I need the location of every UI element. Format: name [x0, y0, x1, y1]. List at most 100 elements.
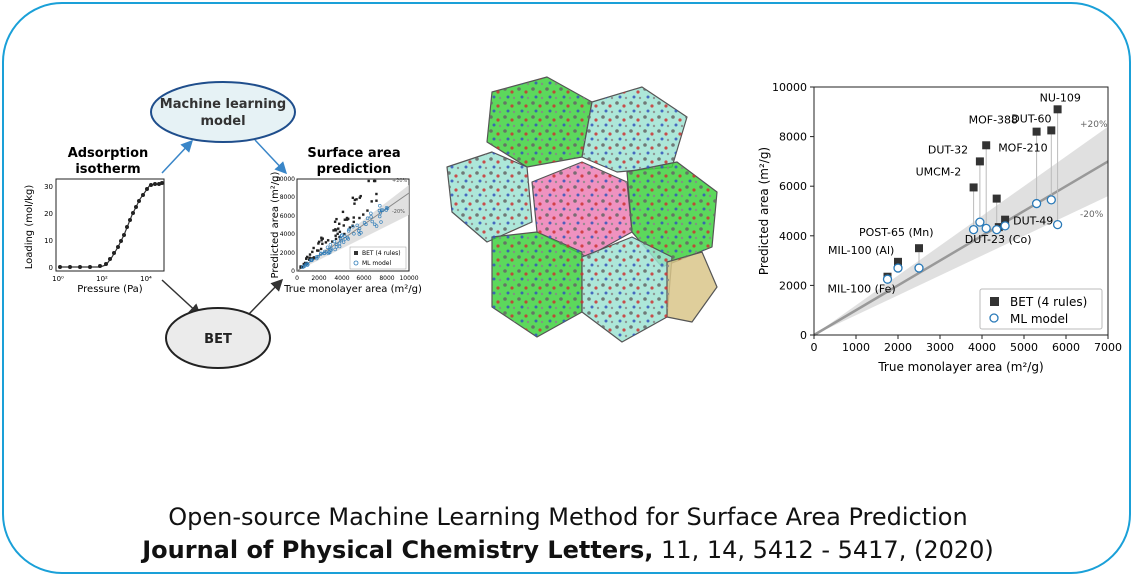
small-bet-point: [375, 192, 378, 196]
x-tick-label: 0: [811, 341, 818, 354]
small-ml-point: [318, 252, 323, 256]
x-tick-label: 3000: [926, 341, 954, 354]
small-bet-point: [302, 262, 306, 266]
isotherm-point: [131, 211, 135, 215]
ml-point: [914, 263, 924, 273]
y-tick-label: 0: [800, 329, 807, 342]
small-bet-point: [355, 198, 358, 201]
small-bet-point: [358, 196, 361, 199]
small-bet-point: [299, 265, 302, 268]
y-tick-label: 8000: [779, 131, 807, 144]
y-tick-label: 2000: [779, 279, 807, 292]
small-bet-point: [375, 199, 378, 202]
bet-point: [992, 194, 1001, 203]
isotherm-point: [58, 265, 62, 269]
small-bet-point: [351, 224, 354, 227]
small-bet-point: [334, 234, 337, 237]
small-bet-point: [348, 226, 352, 229]
small-ml-point: [373, 222, 377, 227]
small-bet-point: [305, 257, 308, 260]
plot-frame: [813, 86, 1109, 336]
small-ml-point: [339, 234, 343, 238]
small-ytick-5: 10000: [276, 176, 295, 183]
bet-point: [894, 257, 902, 266]
legend-ml-label: ML model: [1010, 312, 1068, 326]
small-bet-point: [334, 237, 338, 241]
isotherm-ytick-3: 30: [44, 183, 53, 191]
small-ml-point: [316, 254, 320, 259]
point-label: MOF-388: [969, 114, 1018, 127]
bet-ellipse: [165, 307, 271, 369]
isotherm-point: [98, 264, 102, 268]
small-bet-point: [334, 229, 338, 232]
bet-point: [975, 157, 984, 166]
isotherm-title-1: Adsorption: [68, 146, 149, 161]
small-xtick-5: 10000: [399, 275, 418, 282]
small-bet-point: [317, 249, 320, 252]
caption-citation: Journal of Physical Chemistry Letters, 1…: [0, 536, 1136, 564]
small-ml-point: [337, 244, 342, 249]
legend-bet-label: BET (4 rules): [1010, 295, 1087, 309]
x-tick-label: 4000: [968, 341, 996, 354]
small-bet-point: [353, 202, 356, 205]
bet-point: [1001, 215, 1010, 224]
small-legend-bet: BET (4 rules): [362, 250, 401, 257]
small-ml-point: [378, 214, 382, 219]
isotherm-xtick-2: 10⁴: [140, 275, 152, 283]
small-bet-point: [316, 249, 319, 252]
small-ml-point: [328, 248, 332, 252]
point-label: DUT-49: [1013, 215, 1053, 228]
small-ml-point: [325, 245, 330, 249]
ml-point: [1031, 198, 1042, 209]
small-ml-point: [365, 216, 370, 220]
point-label: DUT-23 (Co): [965, 233, 1032, 246]
small-bet-point: [332, 229, 335, 232]
chart-legend: BET (4 rules) ML model: [979, 288, 1103, 330]
small-ml-point: [303, 263, 308, 267]
point-label: DUT-32: [928, 143, 968, 156]
small-ml-point: [346, 237, 351, 241]
isotherm-point: [153, 182, 157, 186]
small-ml-point: [355, 223, 359, 228]
caption-title: Open-source Machine Learning Method for …: [168, 503, 968, 531]
small-ml-point: [379, 220, 383, 224]
ml-point: [968, 224, 979, 235]
small-ml-point: [346, 229, 351, 233]
small-ml-point: [332, 239, 337, 244]
isotherm-point: [104, 262, 108, 266]
caption-volume: 11, 14, 5412 - 5417, (2020): [653, 536, 994, 564]
small-bet-point: [317, 242, 320, 245]
y-tick-label: 10000: [772, 81, 807, 94]
small-bet-point: [305, 255, 309, 259]
isotherm-point: [160, 181, 164, 185]
small-ml-point: [369, 215, 373, 219]
small-xlabel: True monolayer area (m²/g): [283, 284, 422, 295]
small-bet-point: [366, 209, 369, 212]
bet-label: BET: [204, 332, 232, 347]
small-ml-point: [374, 224, 379, 228]
small-bet-point: [347, 217, 350, 221]
small-bet-point: [335, 217, 338, 221]
small-bet-point: [320, 236, 323, 239]
small-band-plus: +20%: [392, 178, 408, 184]
ml-point: [1052, 219, 1063, 230]
small-bet-point: [367, 179, 370, 183]
small-bet-point: [317, 240, 321, 244]
small-ylabel: Predicted area (m²/g): [270, 171, 281, 278]
small-ml-point: [333, 247, 337, 252]
small-xtick-2: 4000: [334, 275, 349, 282]
point-label: MIL-100 (Al): [828, 244, 894, 257]
small-ml-point: [351, 224, 355, 229]
point-label: NU-109: [1040, 91, 1081, 104]
isotherm-ytick-0: 0: [49, 264, 53, 272]
isotherm-point: [137, 199, 141, 203]
prediction-title-2: prediction: [317, 162, 392, 177]
x-axis-label: True monolayer area (m²/g): [877, 360, 1043, 374]
point-label: MOF-210: [998, 141, 1047, 154]
ml-model-label-2: model: [200, 114, 245, 129]
small-bet-point: [309, 257, 313, 260]
point-label: DUT-60: [1011, 112, 1051, 125]
small-bet-point: [311, 257, 315, 260]
small-ytick-3: 6000: [280, 213, 295, 220]
